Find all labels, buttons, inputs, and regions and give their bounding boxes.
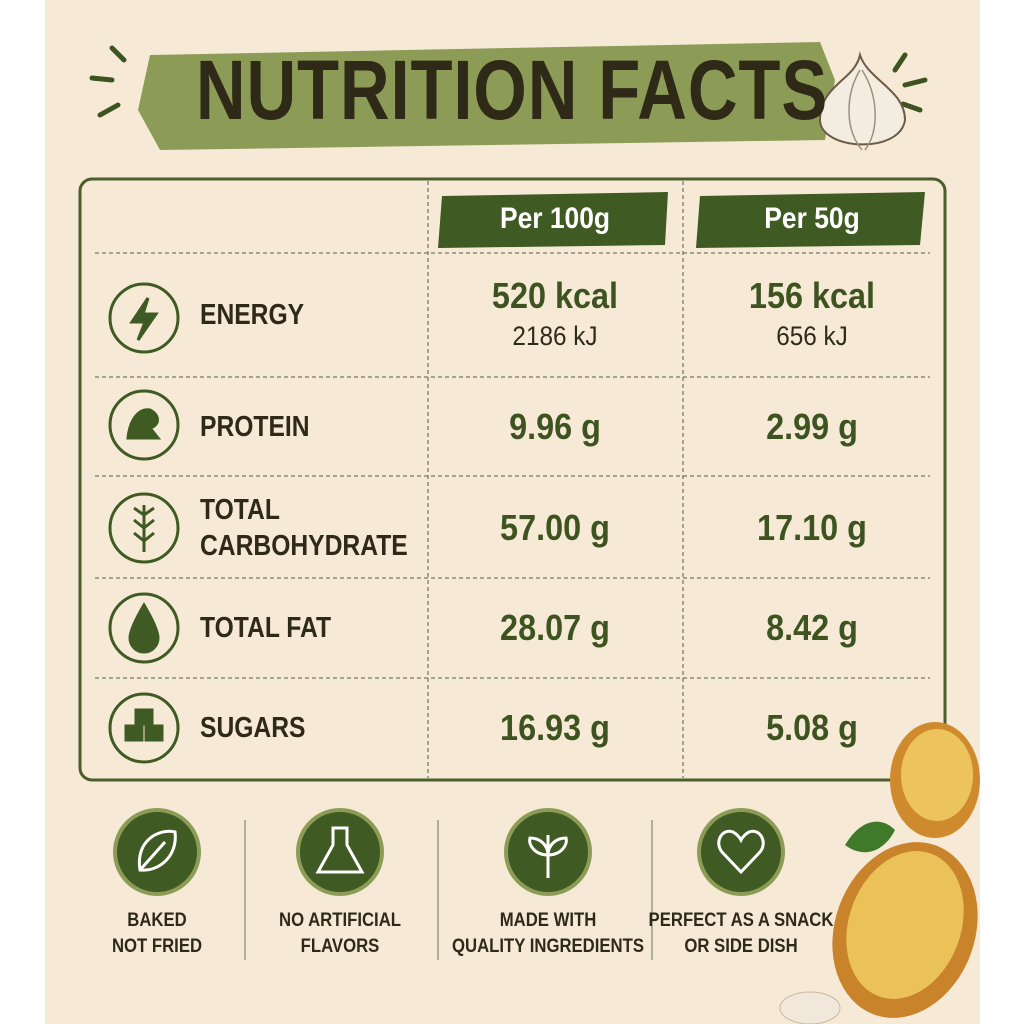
feature-dividers [244, 820, 653, 960]
feature-line: BAKED [127, 910, 187, 931]
value: 16.93 g [500, 707, 610, 748]
feature-icons [113, 808, 785, 896]
label-line: TOTAL FAT [200, 612, 332, 644]
value-sub: 2186 kJ [512, 321, 598, 351]
value-cell: 520 kcal 2186 kJ [452, 275, 659, 355]
column-header: Per 50g [764, 202, 860, 235]
row-label: PROTEIN [200, 409, 387, 445]
label-line: ENERGY [200, 299, 305, 331]
value-cell: 16.93 g [452, 707, 659, 749]
value-cell: 5.08 g [709, 707, 916, 749]
value: 8.42 g [766, 607, 858, 648]
header-brush [438, 192, 668, 248]
row-label: TOTAL FAT [200, 610, 387, 646]
title-brush [138, 42, 835, 150]
value-cell: 17.10 g [709, 507, 916, 549]
table-rules [95, 181, 930, 778]
value-cell: 9.96 g [452, 406, 659, 448]
value-cell: 156 kcal 656 kJ [709, 275, 916, 355]
feature-label: BAKED NOT FRIED [60, 908, 254, 960]
feature-line: NO ARTIFICIAL [279, 910, 401, 931]
value: 520 kcal [491, 275, 619, 316]
value-cell: 28.07 g [452, 607, 659, 649]
feature-line: NOT FRIED [111, 936, 203, 957]
value: 57.00 g [500, 507, 610, 548]
feature-label: MADE WITH QUALITY INGREDIENTS [451, 908, 645, 960]
title: NUTRITION FACTS [195, 43, 829, 137]
row-icons [108, 282, 180, 764]
value: 2.99 g [766, 406, 858, 447]
column-header: Per 100g [499, 202, 611, 235]
feature-label: PERFECT AS A SNACK OR SIDE DISH [644, 908, 838, 960]
value-cell: 8.42 g [709, 607, 916, 649]
feature-label: NO ARTIFICIAL FLAVORS [243, 908, 437, 960]
label-line: PROTEIN [200, 411, 310, 443]
header-brush [696, 192, 925, 248]
row-label: ENERGY [200, 297, 387, 333]
feature-line: MADE WITH [499, 910, 597, 931]
label-line: CARBOHYDRATE [200, 530, 408, 562]
label-line: TOTAL [200, 494, 280, 526]
bread [779, 722, 980, 1024]
value-cell: 2.99 g [709, 406, 916, 448]
value: 17.10 g [757, 507, 867, 548]
value: 9.96 g [509, 406, 601, 447]
value: 28.07 g [500, 607, 610, 648]
feature-line: OR SIDE DISH [684, 936, 798, 957]
value-cell: 57.00 g [452, 507, 659, 549]
row-label: TOTAL CARBOHYDRATE [200, 492, 408, 564]
feature-line: FLAVORS [300, 936, 380, 957]
table-border [78, 177, 947, 782]
feature-line: PERFECT AS A SNACK [648, 910, 834, 931]
value: 5.08 g [766, 707, 858, 748]
value: 156 kcal [748, 275, 876, 316]
sparks [89, 45, 928, 118]
label-line: SUGARS [200, 712, 306, 744]
feature-line: QUALITY INGREDIENTS [451, 936, 644, 957]
row-label: SUGARS [200, 710, 387, 746]
garlic [818, 51, 907, 151]
value-sub: 656 kJ [776, 321, 848, 351]
